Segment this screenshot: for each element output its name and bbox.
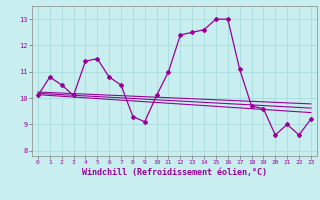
X-axis label: Windchill (Refroidissement éolien,°C): Windchill (Refroidissement éolien,°C) <box>82 168 267 177</box>
